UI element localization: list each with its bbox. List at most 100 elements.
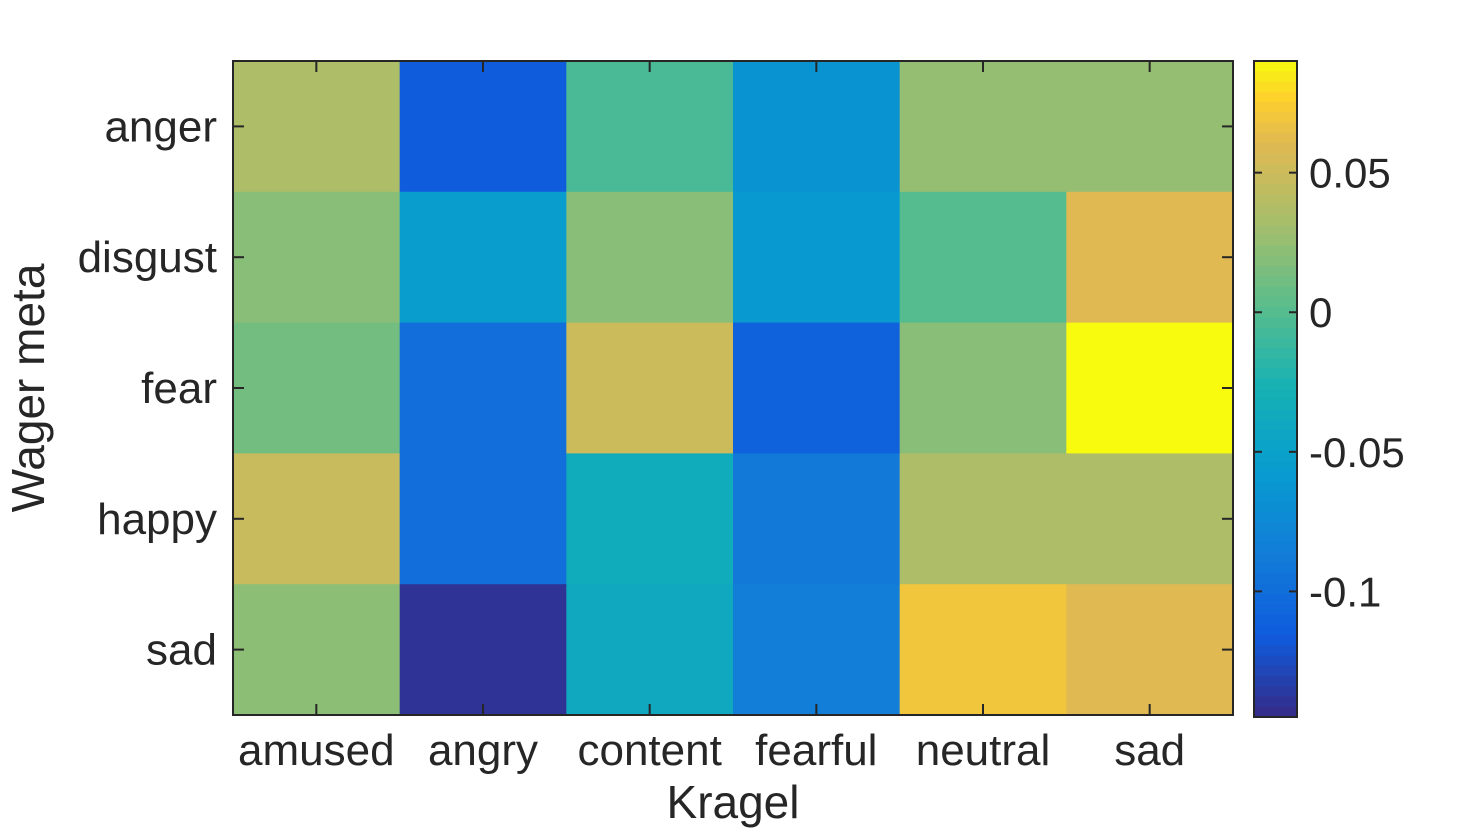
colorbar-band xyxy=(1254,184,1297,195)
y-tick-labels: anger disgust fear happy sad xyxy=(78,102,217,674)
colorbar-band xyxy=(1254,532,1297,544)
heatmap-cell-sad-content xyxy=(566,584,734,716)
heatmap-cell-fear-fearful xyxy=(733,322,901,454)
x-axis-label: Kragel xyxy=(667,776,800,828)
colorbar-band xyxy=(1254,624,1297,636)
colorbar-band xyxy=(1254,255,1297,267)
colorbar-band xyxy=(1254,665,1297,677)
heatmap-cell-fear-sad xyxy=(1066,322,1234,454)
colorbar-band xyxy=(1254,214,1297,226)
heatmap-cell-happy-fearful xyxy=(733,453,901,585)
heatmap-cell-disgust-sad xyxy=(1066,191,1234,324)
heatmap-cell-fear-angry xyxy=(399,322,567,454)
colorbar-band xyxy=(1254,419,1297,431)
heatmap-cell-sad-sad xyxy=(1066,584,1234,716)
heatmap-cell-sad-fearful xyxy=(733,584,901,716)
colorbar-band xyxy=(1254,614,1297,626)
heatmap-cell-anger-content xyxy=(566,61,734,193)
colorbar-band xyxy=(1254,573,1297,585)
colorbar: 0.05 0 -0.05 -0.1 xyxy=(1253,60,1405,718)
colorbar-band xyxy=(1254,512,1297,523)
colorbar-band xyxy=(1254,655,1297,667)
colorbar-band xyxy=(1254,430,1297,441)
heatmap-cell-anger-sad xyxy=(1066,61,1234,193)
heatmap-cell-happy-amused xyxy=(233,453,401,585)
colorbar-band xyxy=(1254,102,1297,113)
colorbar-band xyxy=(1254,645,1297,657)
heatmap-cell-disgust-amused xyxy=(233,191,401,324)
colorbar-band xyxy=(1254,378,1297,390)
colorbar-tick-label: 0 xyxy=(1309,289,1332,336)
colorbar-band xyxy=(1254,368,1297,380)
heatmap-cell-fear-neutral xyxy=(899,322,1067,454)
colorbar-band xyxy=(1254,471,1297,482)
y-tick-label: happy xyxy=(97,495,217,544)
heatmap-cell-anger-amused xyxy=(233,61,401,193)
heatmap-cell-disgust-fearful xyxy=(733,191,901,324)
colorbar-band xyxy=(1254,481,1297,493)
colorbar-frame xyxy=(1253,60,1298,718)
colorbar-band xyxy=(1254,153,1297,165)
heatmap-cell-happy-sad xyxy=(1066,453,1234,585)
colorbar-band xyxy=(1254,327,1297,339)
colorbar-band xyxy=(1254,522,1297,534)
colorbar-band xyxy=(1254,112,1297,124)
colorbar-band xyxy=(1254,635,1297,646)
colorbar-band xyxy=(1254,440,1297,452)
colorbar-band xyxy=(1254,337,1297,349)
colorbar-band xyxy=(1254,225,1297,236)
colorbar-gradient xyxy=(1254,61,1297,718)
colorbar-band xyxy=(1254,235,1297,247)
colorbar-band xyxy=(1254,122,1297,134)
y-tick-label: fear xyxy=(141,364,217,413)
colorbar-band xyxy=(1254,71,1297,83)
colorbar-band xyxy=(1254,583,1297,595)
colorbar-band xyxy=(1254,307,1297,318)
colorbar-band xyxy=(1254,143,1297,154)
colorbar-band xyxy=(1254,706,1297,718)
colorbar-band xyxy=(1254,204,1297,216)
colorbar-band xyxy=(1254,389,1297,400)
heatmap-cell-happy-angry xyxy=(399,453,567,585)
colorbar-ticks: 0.05 0 -0.05 -0.1 xyxy=(1254,150,1405,615)
colorbar-band xyxy=(1254,276,1297,288)
heatmap-cell-sad-angry xyxy=(399,584,567,716)
y-tick-label: disgust xyxy=(78,233,217,282)
colorbar-band xyxy=(1254,696,1297,708)
colorbar-band xyxy=(1254,81,1297,93)
colorbar-band xyxy=(1254,348,1297,359)
colorbar-band xyxy=(1254,686,1297,698)
colorbar-band xyxy=(1254,409,1297,421)
colorbar-band xyxy=(1254,91,1297,103)
colorbar-band xyxy=(1254,399,1297,411)
x-tick-labels: amused angry content fearful neutral sad xyxy=(238,726,1185,775)
colorbar-band xyxy=(1254,266,1297,277)
y-tick-label: anger xyxy=(104,102,217,151)
colorbar-band xyxy=(1254,194,1297,206)
colorbar-band xyxy=(1254,61,1297,72)
y-tick-label: sad xyxy=(146,626,217,675)
heatmap-cell-anger-fearful xyxy=(733,61,901,193)
x-tick-label: content xyxy=(577,726,721,775)
colorbar-band xyxy=(1254,542,1297,554)
colorbar-band xyxy=(1254,358,1297,370)
heatmap-cell-disgust-content xyxy=(566,191,734,324)
heatmap-cells xyxy=(233,61,1234,716)
heatmap-cell-sad-amused xyxy=(233,584,401,716)
colorbar-tick-label: 0.05 xyxy=(1309,150,1391,197)
heatmap-cell-happy-neutral xyxy=(899,453,1067,585)
heatmap-cell-fear-content xyxy=(566,322,734,454)
heatmap-cell-fear-amused xyxy=(233,322,401,454)
y-axis-label: Wager meta xyxy=(2,263,54,512)
colorbar-band xyxy=(1254,286,1297,298)
x-tick-label: angry xyxy=(428,726,538,775)
colorbar-band xyxy=(1254,604,1297,616)
colorbar-band xyxy=(1254,173,1297,185)
heatmap-cell-sad-neutral xyxy=(899,584,1067,716)
heatmap-cell-disgust-neutral xyxy=(899,191,1067,324)
x-tick-label: neutral xyxy=(916,726,1051,775)
x-tick-label: amused xyxy=(238,726,395,775)
heatmap-cell-anger-neutral xyxy=(899,61,1067,193)
colorbar-band xyxy=(1254,163,1297,175)
